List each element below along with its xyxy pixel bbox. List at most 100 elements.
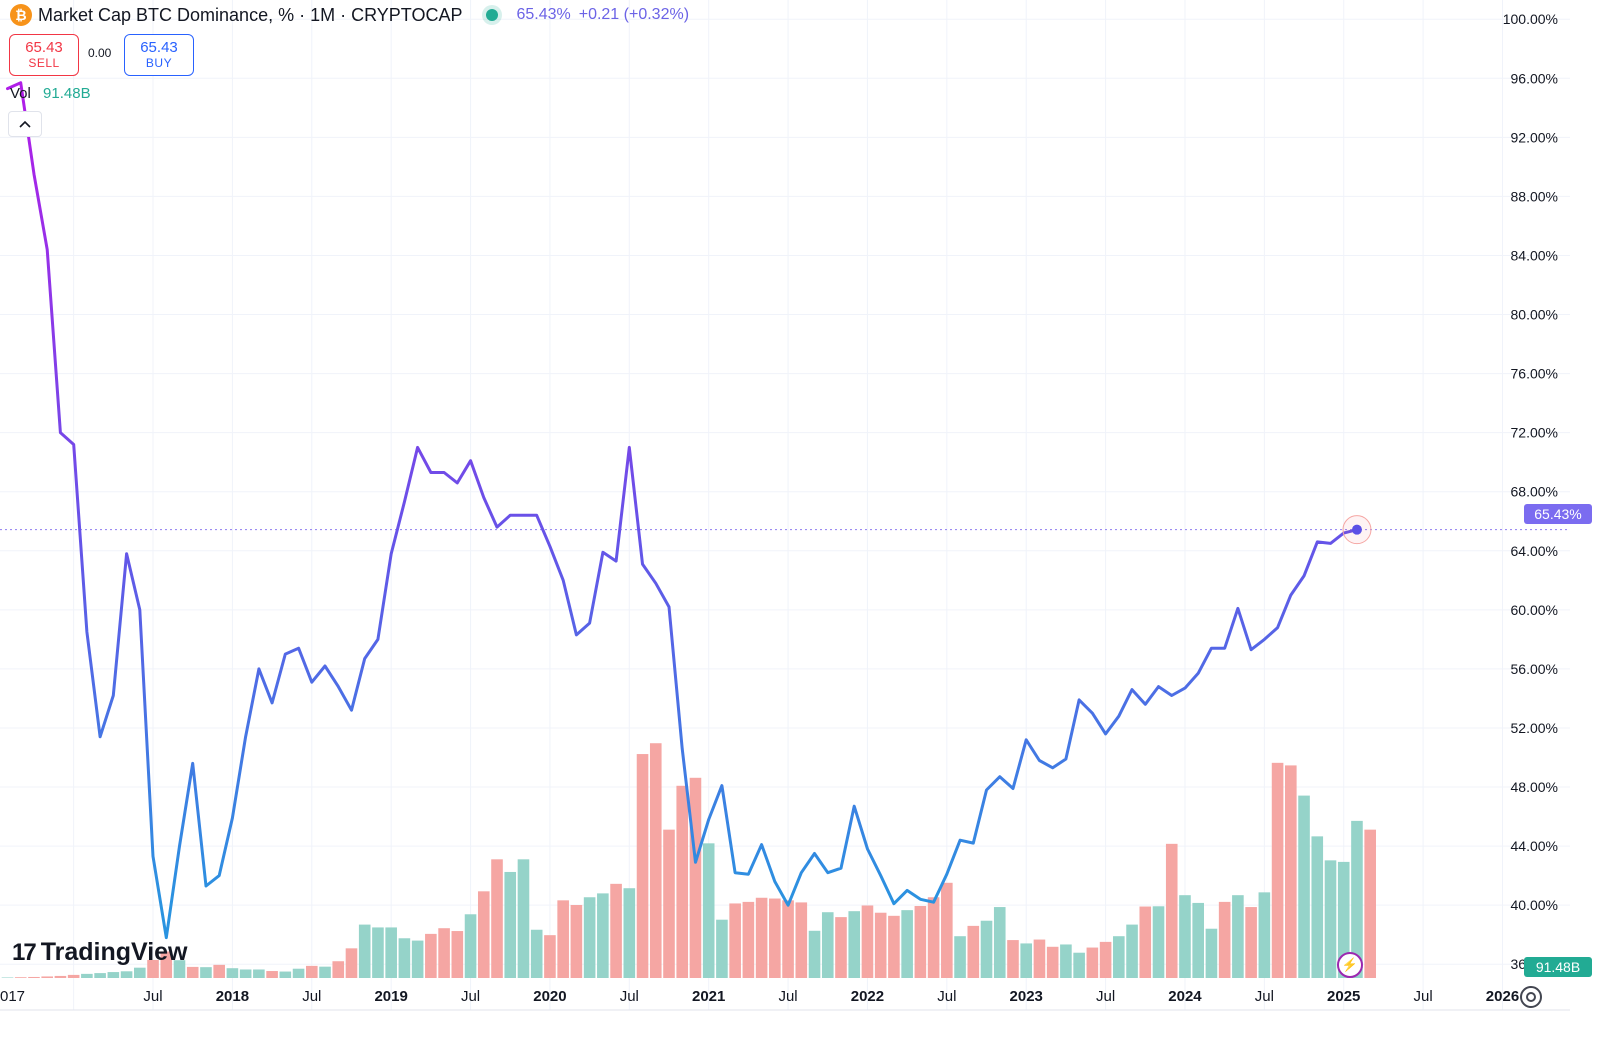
volume-bar (1298, 795, 1310, 978)
volume-bar (1218, 901, 1231, 978)
volume-bar (41, 976, 53, 978)
lightning-icon[interactable]: ⚡ (1337, 952, 1363, 978)
grid-lines (0, 0, 1570, 1010)
volume-bar (544, 935, 556, 978)
volume-bar (597, 893, 609, 978)
volume-bar (54, 975, 67, 978)
chevron-up-icon (19, 120, 31, 128)
volume-bar (1285, 765, 1297, 978)
volume-bar (1, 977, 14, 978)
volume-bar (1351, 820, 1363, 978)
volume-legend[interactable]: Vol 91.48B (10, 85, 91, 102)
volume-bar (1020, 943, 1033, 978)
sell-button[interactable]: 65.43 SELL (9, 34, 79, 76)
volume-bar (1046, 946, 1059, 978)
volume-bar (477, 891, 490, 978)
last-value-dot (1351, 524, 1362, 535)
price-tick-label: 72.00% (1511, 425, 1558, 441)
volume-bars (1, 743, 1376, 978)
volume-bar (1337, 861, 1350, 978)
time-tick-label: Jul (1414, 988, 1433, 1005)
time-axis: 017 Jul 2018 Jul 2019 Jul 2020 Jul 2021 Jul 2022 Ju… (0, 988, 1519, 1005)
volume-bar (226, 968, 239, 978)
volume-bar (279, 971, 292, 978)
volume-bar (1245, 907, 1257, 978)
volume-bar (1232, 895, 1244, 978)
volume-bar (941, 882, 953, 978)
volume-bar (980, 920, 993, 978)
volume-bar (782, 900, 794, 978)
bitcoin-icon: ₿ (10, 4, 32, 26)
volume-bar (755, 897, 768, 978)
symbol-title[interactable]: Market Cap BTC Dominance, % · 1M · CRYPT… (38, 4, 463, 25)
price-tick-label: 60.00% (1511, 602, 1558, 618)
volume-bar (901, 910, 913, 978)
buy-price: 65.43 (140, 39, 178, 56)
volume-bar (160, 951, 173, 978)
volume-bar (649, 743, 662, 978)
volume-bar (213, 964, 225, 978)
volume-bar (451, 931, 464, 978)
volume-bar (67, 974, 80, 978)
volume-bar (81, 973, 93, 978)
time-tick-label: Jul (302, 988, 321, 1005)
volume-bar (266, 971, 278, 978)
volume-bar (1271, 762, 1284, 978)
collapse-legend-button[interactable] (8, 111, 42, 137)
volume-bar (464, 914, 477, 978)
last-price-label: 65.43% (1524, 504, 1592, 524)
buy-label: BUY (145, 56, 173, 70)
spread-value: 0.00 (88, 46, 112, 60)
time-tick-label: 2024 (1168, 988, 1202, 1005)
time-tick-label: Jul (461, 988, 480, 1005)
settings-gear-icon[interactable] (1520, 986, 1542, 1008)
volume-bar (134, 967, 146, 978)
market-status-icon[interactable] (486, 9, 499, 21)
price-tick-label: 96.00% (1511, 70, 1558, 86)
volume-bar (186, 966, 199, 978)
time-tick-label: 2019 (374, 988, 407, 1005)
volume-bar (28, 976, 40, 978)
volume-bar (411, 940, 424, 978)
volume-bar (530, 929, 543, 978)
change-value: +0.21 (+0.32%) (578, 6, 690, 23)
price-tick-label: 76.00% (1511, 366, 1558, 382)
volume-bar (491, 859, 503, 978)
price-tick-label: 80.00% (1511, 307, 1558, 323)
volume-bar (1073, 952, 1085, 978)
volume-bar (292, 968, 305, 978)
sell-label: SELL (28, 56, 60, 70)
price-tick-label: 84.00% (1511, 247, 1558, 263)
volume-bar (623, 888, 636, 978)
time-tick-label: 2023 (1010, 988, 1043, 1005)
volume-bar (1179, 895, 1191, 978)
buy-button[interactable]: 65.43 BUY (124, 34, 194, 76)
volume-bar (808, 930, 821, 978)
time-tick-label: 2022 (851, 988, 884, 1005)
volume-bar (914, 906, 927, 978)
volume-bar (107, 972, 120, 978)
time-tick-label: Jul (143, 988, 162, 1005)
volume-bar (1113, 936, 1125, 978)
volume-bar (147, 959, 159, 978)
sell-price: 65.43 (25, 39, 63, 56)
price-tick-label: 92.00% (1511, 129, 1558, 145)
time-tick-label: Jul (778, 988, 797, 1005)
volume-bar (332, 961, 345, 978)
price-tick-label: 64.00% (1511, 543, 1558, 559)
tradingview-logo[interactable]: 17 TradingView (12, 938, 188, 967)
time-tick-label: 2025 (1327, 988, 1360, 1005)
volume-label: Vol (10, 85, 31, 102)
dominance-line (6, 81, 1359, 940)
time-tick-label: Jul (937, 988, 956, 1005)
volume-bar (769, 898, 781, 978)
tradingview-mark-icon: 17 (12, 938, 37, 966)
volume-bar (1099, 941, 1112, 978)
volume-bar (1086, 947, 1099, 978)
volume-bar (742, 901, 755, 978)
volume-bar (993, 907, 1006, 978)
volume-bar (795, 902, 808, 978)
volume-bar (372, 927, 384, 978)
volume-bar (1007, 940, 1019, 978)
